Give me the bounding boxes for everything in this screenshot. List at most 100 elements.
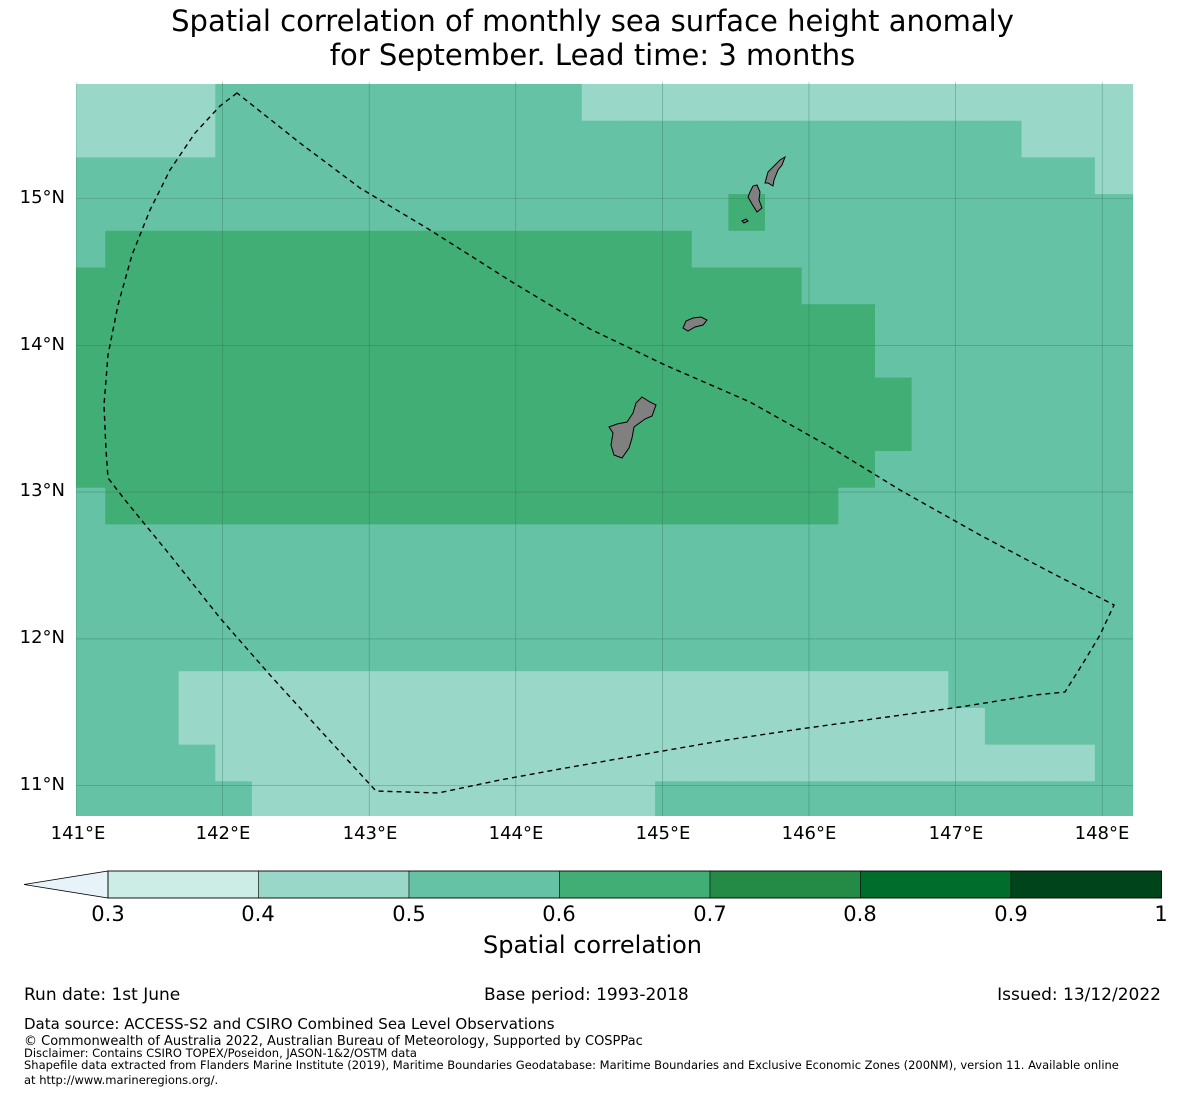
field-cell — [178, 597, 216, 636]
field-cell — [728, 671, 766, 709]
field-cell — [325, 707, 363, 746]
field-cell — [398, 230, 436, 269]
field-cell — [325, 597, 363, 636]
eez-boundary-line — [103, 92, 1115, 794]
field-cell — [288, 84, 326, 122]
field-cell — [874, 267, 913, 305]
field-cell — [361, 84, 400, 122]
field-cell — [728, 451, 766, 489]
field-cell — [215, 304, 253, 342]
field-cell — [471, 561, 510, 599]
field-cell — [984, 597, 1023, 636]
field-cell — [948, 634, 986, 672]
field-cell — [545, 340, 583, 379]
field-cell — [178, 377, 216, 415]
field-cell — [874, 524, 913, 562]
field-cell — [838, 377, 876, 415]
field-cell — [141, 414, 180, 452]
field-cell — [1131, 597, 1133, 636]
field-cell — [984, 671, 1023, 709]
field-cell — [728, 120, 766, 158]
field-cell — [655, 84, 693, 122]
field-cell — [728, 414, 766, 452]
field-cell — [911, 304, 949, 342]
field-cell — [1168, 231, 1185, 268]
field-cell — [141, 120, 180, 158]
field-cell — [178, 267, 216, 305]
field-cell — [76, 120, 106, 158]
field-cell — [984, 230, 1023, 269]
island-rota — [682, 316, 708, 332]
field-cell — [215, 707, 253, 746]
field-cell — [1058, 744, 1096, 782]
island-guam — [608, 396, 657, 459]
field-cell — [581, 561, 620, 599]
lon-label-145e: 145°E — [635, 823, 691, 844]
field-cell — [1058, 230, 1096, 269]
field-cell — [435, 781, 473, 816]
field-cell — [178, 414, 216, 452]
field-cell — [655, 194, 693, 232]
field-cell — [984, 781, 1023, 816]
field-cell — [325, 781, 363, 816]
field-cell — [471, 414, 510, 452]
field-cell — [765, 671, 803, 709]
field-cell — [435, 304, 473, 342]
field-cell — [618, 304, 656, 342]
field-cell — [178, 230, 216, 269]
field-cell — [398, 377, 436, 415]
field-cell — [1094, 120, 1133, 158]
field-cell — [1094, 194, 1133, 232]
field-cell — [801, 634, 839, 672]
field-cell — [76, 561, 106, 599]
field-cell — [545, 194, 583, 232]
field-cell — [251, 230, 290, 269]
field-cell — [325, 84, 363, 122]
field-cell — [765, 230, 803, 269]
field-cell — [1058, 414, 1096, 452]
field-cell — [1094, 781, 1133, 816]
field-cell — [508, 230, 546, 269]
field-cell — [655, 597, 693, 636]
field-cell — [655, 451, 693, 489]
field-cell — [801, 120, 839, 158]
field-cell — [1058, 157, 1096, 195]
field-cell — [1021, 194, 1059, 232]
field-cell — [361, 120, 400, 158]
field-cell — [76, 487, 106, 525]
field-cell — [76, 230, 106, 269]
field-cell — [1021, 671, 1059, 709]
colorbar-segment — [709, 870, 861, 899]
field-cell — [691, 707, 729, 746]
field-cell — [691, 157, 729, 195]
field-cell — [1094, 561, 1133, 599]
field-cell — [1131, 561, 1133, 599]
field-cell — [911, 597, 949, 636]
field-cell — [655, 230, 693, 269]
field-cell — [215, 597, 253, 636]
field-cell — [1131, 451, 1133, 489]
field-cell — [361, 304, 400, 342]
field-cell — [838, 157, 876, 195]
field-cell — [435, 414, 473, 452]
field-cell — [178, 707, 216, 746]
field-cell — [288, 267, 326, 305]
field-cell — [178, 340, 216, 379]
field-cell — [178, 304, 216, 342]
field-cell — [655, 744, 693, 782]
field-cell — [471, 84, 510, 122]
field-cell — [398, 524, 436, 562]
field-cell — [581, 377, 620, 415]
field-cell — [874, 194, 913, 232]
field-cell — [435, 120, 473, 158]
field-cell — [984, 561, 1023, 599]
field-cell — [288, 597, 326, 636]
field-cell — [618, 267, 656, 305]
map-gridlines — [76, 82, 1133, 816]
field-cell — [618, 744, 656, 782]
field-cell — [691, 194, 729, 232]
field-cell — [435, 230, 473, 269]
field-cell — [545, 230, 583, 269]
field-cell — [1168, 451, 1185, 488]
